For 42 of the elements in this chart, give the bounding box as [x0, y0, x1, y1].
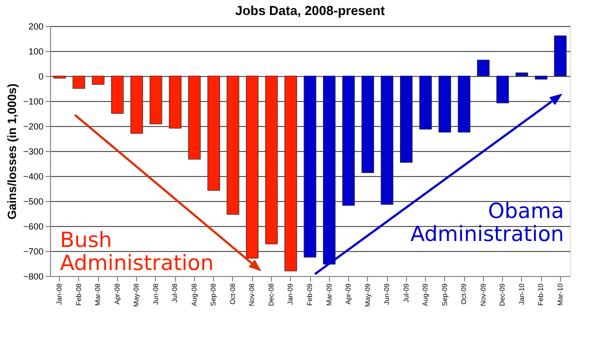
bar	[150, 76, 162, 124]
bar	[516, 72, 528, 76]
bar	[458, 76, 470, 132]
bar	[130, 76, 143, 134]
bar	[265, 76, 278, 244]
y-tick-label: −300	[23, 146, 44, 156]
bar	[496, 76, 509, 104]
y-tick-label: −700	[23, 246, 44, 256]
y-tick-label: −200	[23, 122, 44, 132]
y-tick-label: 200	[28, 22, 44, 32]
bar	[534, 76, 548, 80]
annotation: Bush Administration	[60, 228, 214, 275]
chart-title: Jobs Data, 2008-present	[235, 3, 386, 18]
y-tick-label: −400	[23, 172, 44, 182]
bar	[284, 76, 297, 272]
y-tick-label: 100	[28, 46, 44, 56]
bar	[304, 76, 316, 258]
y-axis-title: Gains/losses (in 1,000s)	[5, 83, 20, 220]
bar	[207, 76, 220, 191]
bar	[400, 76, 413, 163]
annotation: Obama Administration	[410, 199, 564, 246]
bar	[323, 76, 336, 264]
bar	[226, 76, 240, 215]
bar	[419, 76, 432, 130]
bar	[362, 76, 374, 173]
bar	[92, 76, 104, 85]
y-tick-label: −600	[23, 222, 44, 232]
bar	[342, 76, 355, 206]
bar	[111, 76, 124, 114]
y-tick-label: 0	[38, 72, 44, 82]
bar	[188, 76, 201, 160]
y-tick-label: −800	[23, 272, 44, 282]
bar	[168, 76, 182, 128]
bar	[554, 36, 567, 76]
y-tick-label: −100	[23, 96, 44, 106]
bar	[438, 76, 452, 132]
bar	[72, 76, 86, 89]
bar	[246, 76, 258, 258]
bar	[53, 76, 66, 78]
y-tick-label: −500	[23, 196, 44, 206]
bar	[477, 60, 490, 76]
bar	[380, 76, 394, 205]
